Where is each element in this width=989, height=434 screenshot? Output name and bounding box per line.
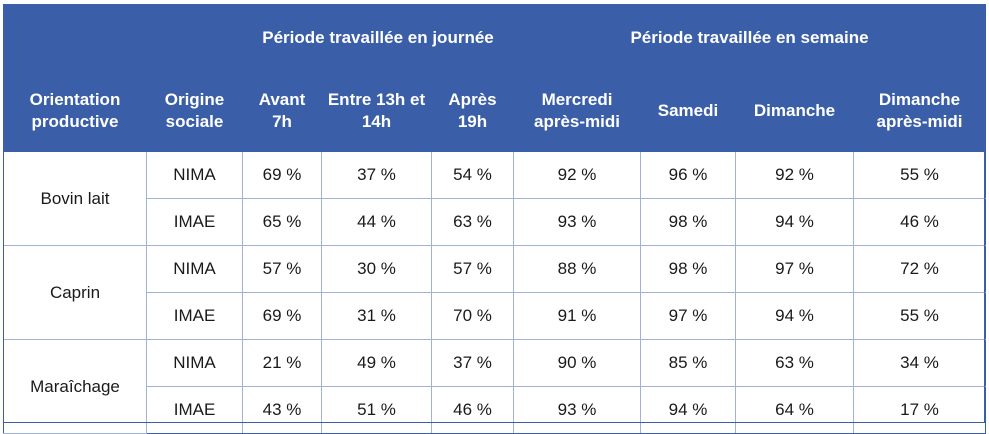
table-cell: IMAE: [146, 386, 243, 434]
table-cell: NIMA: [146, 150, 243, 199]
table-cell: 70 %: [431, 292, 514, 340]
table-cell: 85 %: [640, 339, 736, 387]
table-cell: 17 %: [853, 386, 986, 434]
header-13h-14h: Entre 13h et 14h: [321, 72, 432, 151]
table-cell: IMAE: [146, 198, 243, 246]
header-group-week: Période travaillée en semaine: [513, 4, 986, 72]
table-cell: 97 %: [735, 245, 854, 293]
table-cell: 94 %: [640, 386, 736, 434]
orientation-cell: Bovin lait: [3, 150, 147, 246]
table-row: IMAE 43 % 51 % 46 % 93 % 94 % 64 % 17 %: [4, 386, 986, 434]
table-cell: 55 %: [853, 150, 986, 199]
table-cell: 94 %: [735, 292, 854, 340]
table-cell: 31 %: [321, 292, 432, 340]
header-after-19h: Après 19h: [431, 72, 514, 151]
orientation-cell: Maraîchage: [3, 339, 147, 434]
table-cell: 92 %: [513, 150, 641, 199]
table-cell: 91 %: [513, 292, 641, 340]
table-cell: 92 %: [735, 150, 854, 199]
table-cell: 90 %: [513, 339, 641, 387]
table-header: Période travaillée en journée Période tr…: [3, 4, 986, 151]
header-saturday: Samedi: [640, 72, 736, 151]
table-cell: 69 %: [242, 150, 322, 199]
table-cell: 49 %: [321, 339, 432, 387]
table-cell: 51 %: [321, 386, 432, 434]
table-cell: 98 %: [640, 245, 736, 293]
header-sunday-afternoon: Dimanche après-midi: [853, 72, 986, 151]
header-origin: Origine sociale: [146, 72, 243, 151]
table-cell: NIMA: [146, 245, 243, 293]
table-row: Maraîchage NIMA 21 % 49 % 37 % 90 % 85 %…: [3, 339, 986, 434]
table-cell: 72 %: [853, 245, 986, 293]
table-cell: 46 %: [853, 198, 986, 246]
header-group-row: Période travaillée en journée Période tr…: [3, 4, 986, 72]
header-group-day: Période travaillée en journée: [242, 4, 514, 72]
table-cell: IMAE: [146, 292, 243, 340]
table-cell: 57 %: [242, 245, 322, 293]
table-body: Bovin lait NIMA 69 % 37 % 54 % 92 % 96 %…: [3, 150, 986, 434]
table-cell: 63 %: [735, 339, 854, 387]
table-cell: 97 %: [640, 292, 736, 340]
header-column-row: Orientation productive Origine sociale A…: [3, 72, 986, 151]
header-before-7h: Avant 7h: [242, 72, 322, 151]
table-row: Bovin lait NIMA 69 % 37 % 54 % 92 % 96 %…: [3, 150, 986, 246]
table-cell: 63 %: [431, 198, 514, 246]
table-row: IMAE 65 % 44 % 63 % 93 % 98 % 94 % 46 %: [4, 198, 986, 246]
header-orientation: Orientation productive: [3, 72, 147, 151]
header-empty: [146, 4, 243, 72]
table-cell: 44 %: [321, 198, 432, 246]
table-cell: 93 %: [513, 386, 641, 434]
table-cell: 46 %: [431, 386, 514, 434]
table-row: IMAE 69 % 31 % 70 % 91 % 97 % 94 % 55 %: [4, 292, 986, 340]
table-cell: 43 %: [242, 386, 322, 434]
work-period-table: Période travaillée en journée Période tr…: [3, 4, 986, 434]
header-sunday: Dimanche: [735, 72, 854, 151]
table-cell: 94 %: [735, 198, 854, 246]
header-empty: [3, 4, 147, 72]
table-cell: 88 %: [513, 245, 641, 293]
table-cell: 54 %: [431, 150, 514, 199]
table-cell: 96 %: [640, 150, 736, 199]
table-cell: 37 %: [321, 150, 432, 199]
table-cell: 21 %: [242, 339, 322, 387]
table-cell: 55 %: [853, 292, 986, 340]
table-cell: 64 %: [735, 386, 854, 434]
table-cell: 98 %: [640, 198, 736, 246]
table-row: Caprin NIMA 57 % 30 % 57 % 88 % 98 % 97 …: [3, 245, 986, 340]
table-cell: 34 %: [853, 339, 986, 387]
orientation-cell: Caprin: [3, 245, 147, 340]
table-cell: 65 %: [242, 198, 322, 246]
table-cell: 30 %: [321, 245, 432, 293]
table-cell: 37 %: [431, 339, 514, 387]
table-cell: 93 %: [513, 198, 641, 246]
table-cell: 57 %: [431, 245, 514, 293]
header-wednesday-afternoon: Mercredi après-midi: [513, 72, 641, 151]
table-cell: 69 %: [242, 292, 322, 340]
table-cell: NIMA: [146, 339, 243, 387]
